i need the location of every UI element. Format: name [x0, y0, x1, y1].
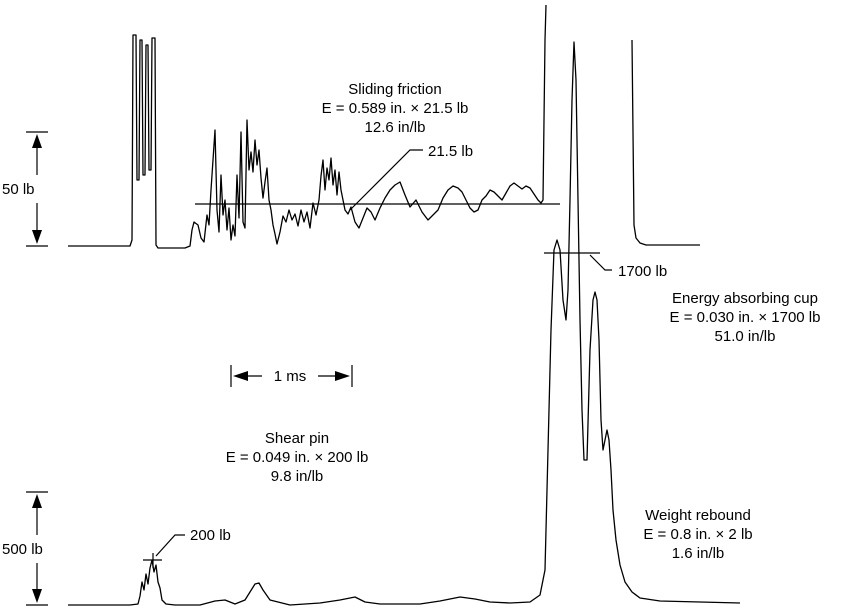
shear-pin-equation: E = 0.049 in. × 200 lb — [226, 449, 369, 466]
lower-force-scale-label: 500 lb — [2, 541, 43, 558]
sliding-friction-leader — [349, 149, 423, 211]
upper-force-trace — [68, 4, 547, 249]
cup-level-label: 1700 lb — [618, 263, 667, 280]
sliding-friction-level-label: 21.5 lb — [428, 143, 473, 160]
sliding-friction-result: 12.6 in/lb — [365, 119, 426, 136]
weight-rebound-result: 1.6 in/lb — [672, 545, 725, 562]
upper-force-scale-label: 50 lb — [2, 181, 35, 198]
shear-pin-level-label: 200 lb — [190, 527, 231, 544]
weight-rebound-title: Weight rebound — [645, 507, 751, 524]
lower-force-trace — [68, 41, 741, 606]
cup-equation: E = 0.030 in. × 1700 lb — [670, 309, 821, 326]
sliding-friction-equation: E = 0.589 in. × 21.5 lb — [322, 100, 469, 117]
cup-title: Energy absorbing cup — [672, 290, 818, 307]
weight-rebound-equation: E = 0.8 in. × 2 lb — [643, 526, 752, 543]
shear-pin-title: Shear pin — [265, 430, 329, 447]
upper-force-trace-tail — [631, 39, 700, 246]
cup-result: 51.0 in/lb — [715, 328, 776, 345]
sliding-friction-title: Sliding friction — [348, 81, 441, 98]
cup-leader — [589, 254, 612, 271]
time-scale-bar — [230, 365, 353, 387]
lower-force-scale-bar — [26, 491, 48, 606]
upper-force-scale-bar — [26, 131, 48, 247]
shear-pin-result: 9.8 in/lb — [271, 468, 324, 485]
shear-pin-leader — [155, 534, 185, 557]
time-scale-label: 1 ms — [274, 368, 307, 385]
